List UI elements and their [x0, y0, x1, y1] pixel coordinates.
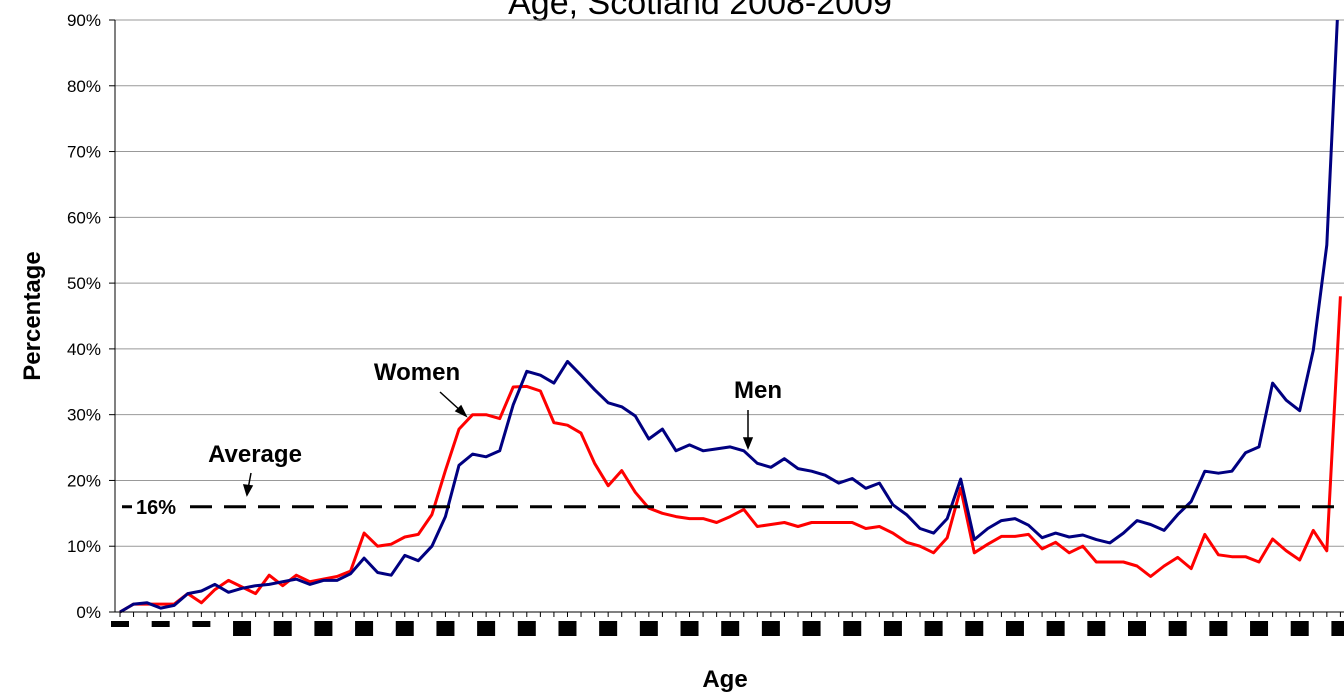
x-tick-label-redacted — [314, 621, 333, 636]
x-tick-label-redacted — [1005, 621, 1024, 636]
x-tick-label-redacted — [1168, 621, 1187, 636]
x-tick-label-redacted — [558, 621, 577, 636]
y-tick-label: 10% — [67, 537, 101, 556]
x-tick-label-redacted — [721, 621, 740, 636]
x-tick-label-redacted — [1331, 621, 1344, 636]
x-tick-label-redacted — [965, 621, 984, 636]
x-tick-label-redacted — [924, 621, 943, 636]
y-tick-label: 50% — [67, 274, 101, 293]
x-tick-label-redacted — [639, 621, 658, 636]
x-tick-label-redacted — [680, 621, 699, 636]
x-tick-label-redacted — [1128, 621, 1146, 636]
y-tick-label: 0% — [76, 603, 101, 622]
x-axis-label: Age — [702, 666, 747, 693]
x-tick-label-redacted — [111, 621, 129, 627]
plot-area — [119, 20, 1344, 614]
x-tick-label-redacted — [395, 621, 414, 636]
x-tick-label-redacted — [883, 621, 902, 636]
annotation-arrows — [242, 391, 754, 497]
y-tick-label: 70% — [67, 143, 101, 162]
arrow-head — [742, 437, 754, 451]
y-tick-label: 20% — [67, 471, 101, 490]
chart-title: Age, Scotland 2008-2009 — [508, 0, 892, 22]
label-bg — [132, 493, 188, 520]
x-tick-label-redacted — [517, 621, 536, 636]
annotation: Men — [734, 377, 782, 404]
x-tick-label-redacted — [1250, 621, 1269, 636]
x-tick-label-redacted — [1209, 621, 1228, 636]
x-tick-label-redacted — [1087, 621, 1106, 636]
y-axis-label: Percentage — [19, 251, 46, 380]
x-tick-label-redacted — [355, 621, 374, 636]
y-tick-label: 40% — [67, 340, 101, 359]
annotation: Women — [374, 359, 460, 386]
series-line — [119, 20, 1339, 614]
y-tick-label: 30% — [67, 406, 101, 425]
x-tick-label-redacted — [802, 621, 821, 636]
x-tick-label-redacted — [843, 621, 862, 636]
y-tick-label: 90% — [67, 11, 101, 30]
arrow-head — [242, 484, 254, 497]
arrow-head — [454, 404, 468, 418]
average-label: 16% — [136, 497, 176, 519]
x-tick-label-redacted — [151, 621, 170, 627]
x-tick-label-redacted — [436, 621, 455, 636]
x-tick-label-redacted — [599, 621, 618, 636]
x-tick-label-redacted — [192, 621, 211, 627]
series-line — [119, 296, 1342, 614]
y-tick-label: 60% — [67, 208, 101, 227]
x-tick-label-redacted — [1046, 621, 1065, 636]
grid — [109, 19, 1344, 617]
y-tick-label: 80% — [67, 77, 101, 96]
x-tick-label-redacted — [233, 621, 252, 636]
x-tick-label-redacted — [1290, 621, 1309, 636]
x-tick-label-redacted — [761, 621, 780, 636]
x-tick-label-redacted — [477, 621, 496, 636]
annotation: Average — [208, 441, 302, 468]
x-tick-label-redacted — [273, 621, 292, 636]
